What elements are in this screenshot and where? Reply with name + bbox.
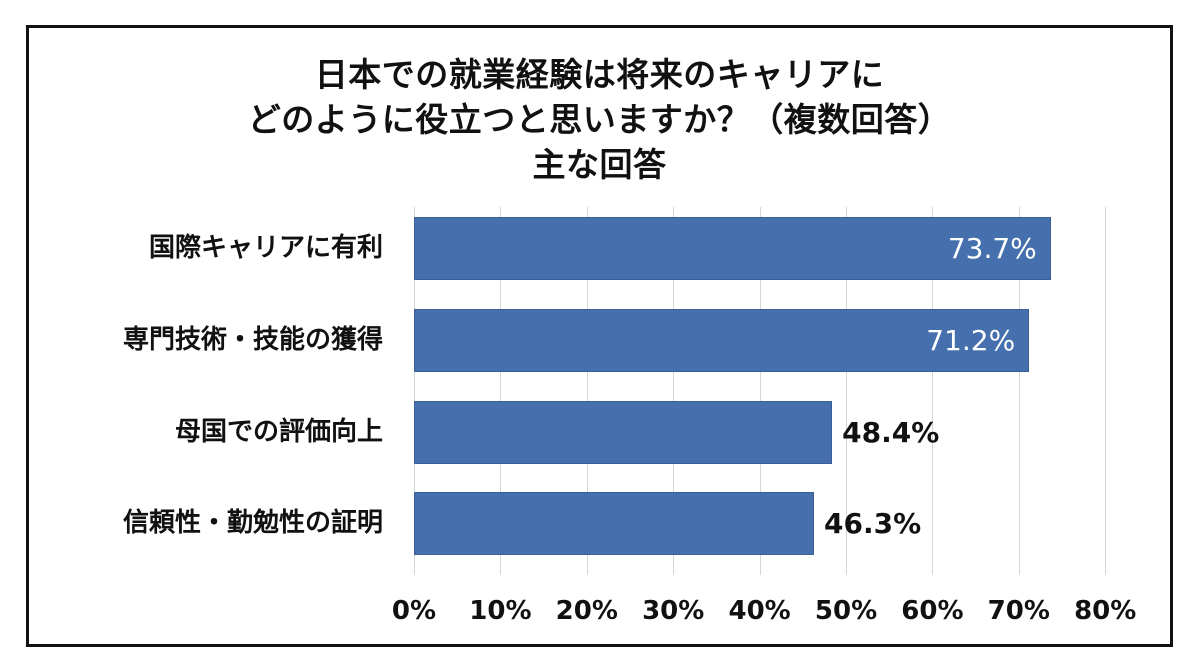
bar: [414, 217, 1051, 280]
x-tick-label: 40%: [728, 596, 791, 626]
category-label: 国際キャリアに有利: [148, 233, 383, 263]
category-label: 専門技術・技能の獲得: [122, 325, 383, 355]
gridline: [1105, 207, 1107, 575]
gridline: [1018, 207, 1020, 575]
gridline: [586, 207, 588, 575]
x-tick-label: 0%: [391, 596, 437, 626]
title-line-1: 日本での就業経験は将来のキャリアに: [314, 55, 885, 94]
category-label: 信頼性・勤勉性の証明: [122, 508, 383, 538]
gridline: [673, 207, 675, 575]
bar: [414, 309, 1030, 372]
plot-area: 0% 10% 20% 30% 40% 50% 60% 70% 80% 国際キャリアに有利 73.7%…: [29, 28, 1170, 644]
category-label: 母国での評価向上: [174, 417, 383, 447]
value-label: 71.2%: [926, 324, 1016, 357]
x-tick-label: 10%: [469, 596, 532, 626]
gridline: [414, 207, 415, 575]
gridline: [759, 207, 761, 575]
x-tick-label: 60%: [901, 596, 964, 626]
x-tick-label: 30%: [642, 596, 705, 626]
chart-frame: 日本での就業経験は将来のキャリアに どのように役立つと思いますか？（複数回答） …: [26, 25, 1173, 647]
bar: [414, 492, 815, 555]
bar: [414, 401, 833, 464]
title-line-3: 主な回答: [532, 145, 667, 184]
x-tick-label: 70%: [987, 596, 1050, 626]
value-label: 46.3%: [824, 507, 922, 540]
gridline: [846, 207, 847, 575]
gridline: [932, 207, 934, 575]
title-line-2: どのように役立つと思いますか？（複数回答）: [247, 100, 952, 139]
chart-title: 日本での就業経験は将来のキャリアに どのように役立つと思いますか？（複数回答） …: [29, 52, 1170, 187]
x-tick-label: 50%: [814, 596, 878, 626]
value-label: 48.4%: [842, 416, 940, 449]
gridline: [500, 207, 502, 575]
value-label: 73.7%: [947, 232, 1037, 265]
x-tick-label: 20%: [555, 596, 618, 626]
x-tick-label: 80%: [1074, 596, 1137, 626]
